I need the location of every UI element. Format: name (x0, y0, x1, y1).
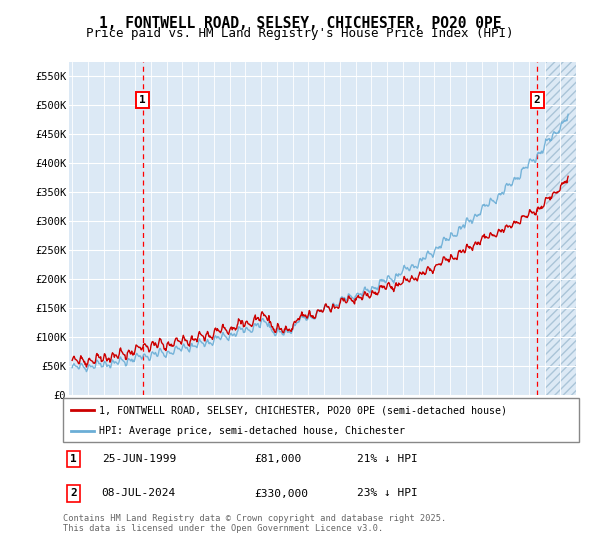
Text: HPI: Average price, semi-detached house, Chichester: HPI: Average price, semi-detached house,… (99, 426, 405, 436)
Bar (545, 62, 584, 395)
Text: 1, FONTWELL ROAD, SELSEY, CHICHESTER, PO20 0PE (semi-detached house): 1, FONTWELL ROAD, SELSEY, CHICHESTER, PO… (99, 405, 507, 415)
Text: Price paid vs. HM Land Registry's House Price Index (HPI): Price paid vs. HM Land Registry's House … (86, 27, 514, 40)
Text: 2: 2 (70, 488, 77, 498)
Text: 25-JUN-1999: 25-JUN-1999 (101, 454, 176, 464)
Text: 2: 2 (534, 95, 541, 105)
Text: Contains HM Land Registry data © Crown copyright and database right 2025.
This d: Contains HM Land Registry data © Crown c… (63, 514, 446, 534)
Text: £81,000: £81,000 (254, 454, 301, 464)
Text: 1: 1 (70, 454, 77, 464)
Text: 1, FONTWELL ROAD, SELSEY, CHICHESTER, PO20 0PE: 1, FONTWELL ROAD, SELSEY, CHICHESTER, PO… (99, 16, 501, 31)
Text: £330,000: £330,000 (254, 488, 308, 498)
Bar (545, 62, 584, 395)
Text: 23% ↓ HPI: 23% ↓ HPI (357, 488, 418, 498)
FancyBboxPatch shape (63, 398, 579, 442)
Text: 08-JUL-2024: 08-JUL-2024 (101, 488, 176, 498)
Text: 1: 1 (139, 95, 146, 105)
Text: 21% ↓ HPI: 21% ↓ HPI (357, 454, 418, 464)
